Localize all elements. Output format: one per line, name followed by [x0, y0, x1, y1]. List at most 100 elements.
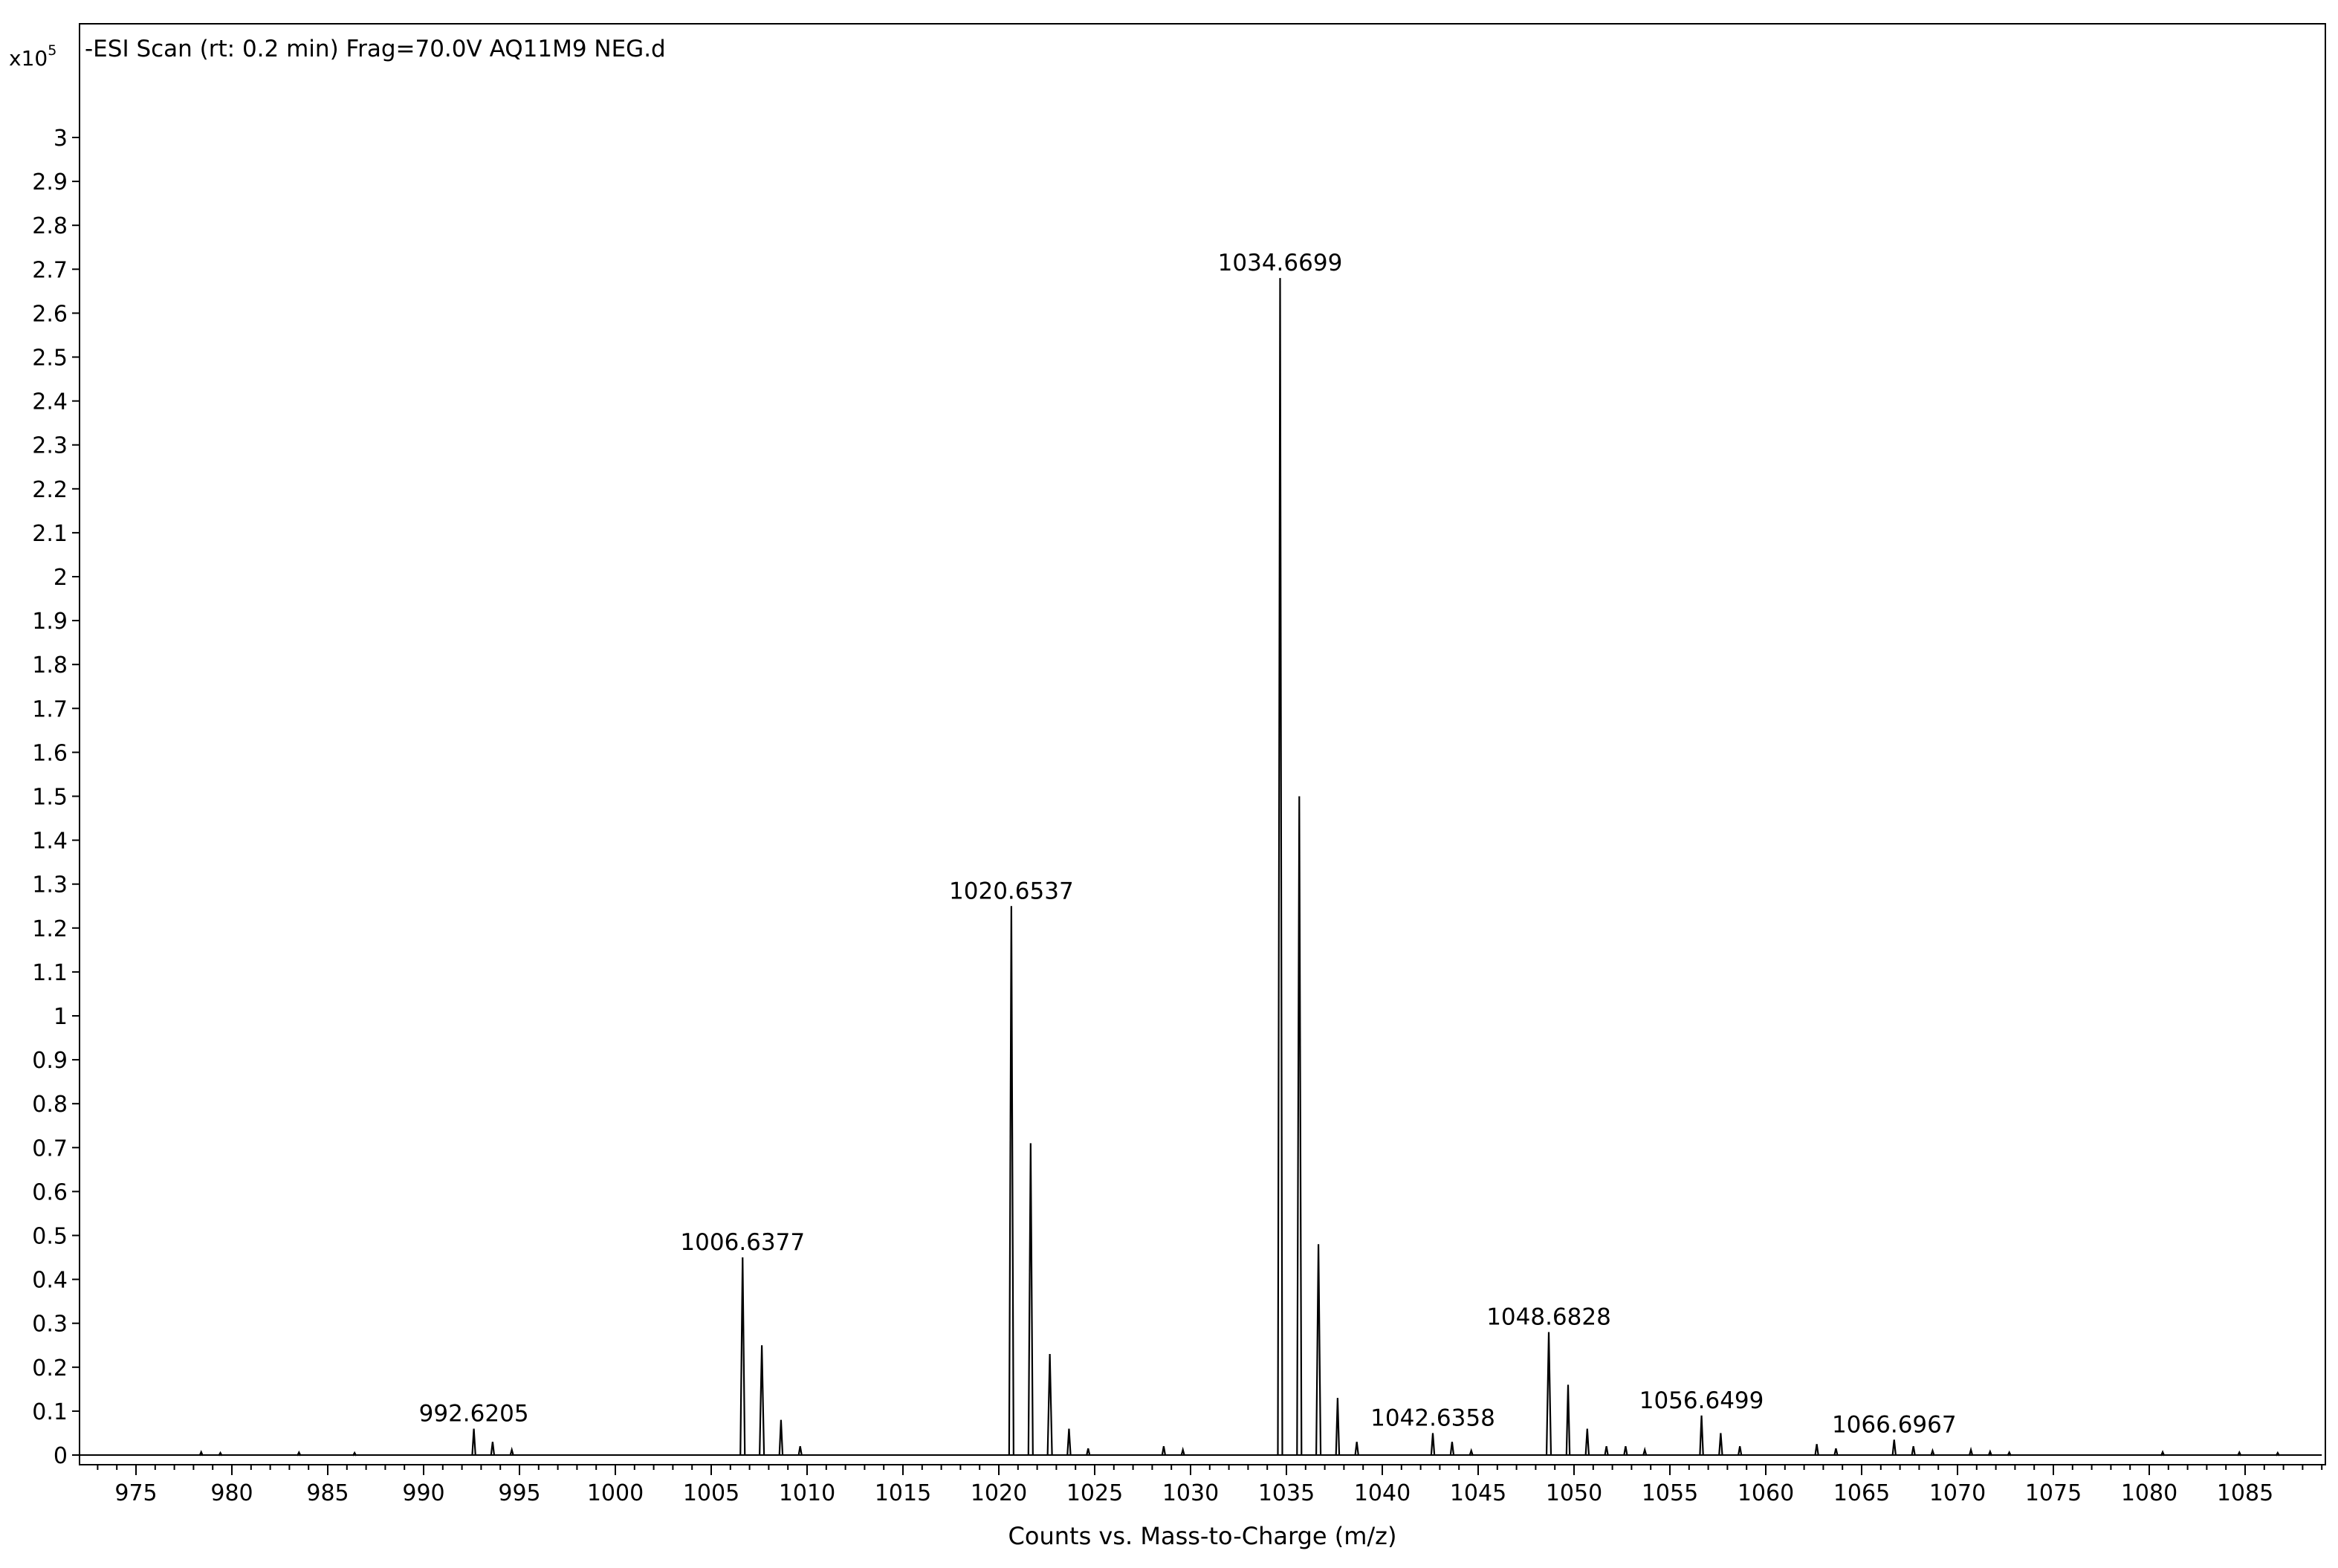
spectrum-peak: [218, 1451, 223, 1457]
peak-label: 1034.6699: [1218, 250, 1343, 276]
x-tick-label: 1060: [1738, 1480, 1794, 1506]
spectrum-peak: [509, 1446, 514, 1457]
spectrum-peak: [1545, 1332, 1552, 1457]
spectrum-peak: [1066, 1428, 1072, 1457]
y-tick-label: 0.9: [32, 1048, 68, 1074]
spectrum-peak: [778, 1419, 784, 1457]
y-tick-label: 1.5: [32, 785, 68, 811]
x-tick-label: 1040: [1354, 1480, 1411, 1506]
y-tick-label: 0.4: [32, 1268, 68, 1294]
x-tick-label: 1055: [1642, 1480, 1698, 1506]
plot-area: 992.6205 1006.6377 1020.6537 1034.6699 1042.…: [80, 250, 2322, 1457]
x-tick-label: 1080: [2121, 1480, 2177, 1506]
spectrum-peak: [1911, 1445, 1916, 1457]
x-axis: 975 980 985 990 995 1000 1005 1010 1015 1020 1025 1…: [97, 1465, 2323, 1506]
spectrum-peak: [1623, 1445, 1628, 1457]
spectrum-peak: [1449, 1442, 1455, 1457]
x-tick-label: 1010: [779, 1480, 835, 1506]
x-tick-label: 995: [498, 1480, 540, 1506]
plot-frame: [79, 23, 2326, 1465]
y-tick-label: 2.6: [32, 301, 68, 327]
peak-labels: 992.6205 1006.6377 1020.6537 1034.6699 1042.…: [419, 250, 1957, 1438]
y-tick-label: 0.5: [32, 1224, 68, 1250]
y-tick-label: 0: [54, 1443, 68, 1469]
spectrum-peak: [2237, 1450, 2242, 1457]
y-tick-label: 0.1: [32, 1399, 68, 1425]
peak-label: 1048.6828: [1486, 1304, 1611, 1331]
spectrum-peak: [1027, 1143, 1034, 1457]
x-tick-label: 1030: [1162, 1480, 1219, 1506]
spectrum-peak: [2275, 1451, 2281, 1457]
y-tick-label: 2.2: [32, 477, 68, 503]
spectrum-peak: [739, 1257, 746, 1457]
x-tick-label: 990: [402, 1480, 444, 1506]
y-tick-label: 1.2: [32, 916, 68, 942]
y-tick-label: 2.9: [32, 169, 68, 195]
x-tick-label: 1000: [587, 1480, 644, 1506]
spectrum-peak: [2007, 1450, 2012, 1457]
spectrum-peak: [1430, 1433, 1436, 1457]
peak-label: 1020.6537: [949, 878, 1074, 904]
x-tick-label: 1045: [1450, 1480, 1506, 1506]
spectrum-peak: [1315, 1244, 1322, 1457]
y-tick-label: 0.3: [32, 1312, 68, 1338]
spectrum-peak: [1737, 1445, 1743, 1457]
y-tick-label: 3: [54, 126, 68, 152]
spectrum-peak: [1354, 1442, 1359, 1457]
spectrum-peak: [1604, 1445, 1609, 1457]
y-tick-label: 0.2: [32, 1355, 68, 1381]
x-tick-label: 985: [306, 1480, 349, 1506]
y-axis: 0 0.1 0.2 0.3 0.4 0.5 0.6 0.7 0.8 0.9 1 1.1 1.2 1.3 1.…: [32, 126, 80, 1469]
y-tick-label: 1.7: [32, 696, 68, 722]
y-tick-label: 0.6: [32, 1179, 68, 1205]
spectrum-peak: [759, 1345, 765, 1457]
spectrum-peak: [1833, 1448, 1839, 1457]
x-tick-label: 980: [210, 1480, 253, 1506]
y-tick-label: 2.5: [32, 346, 68, 372]
spectrum-peak: [1968, 1446, 1974, 1457]
spectrum-peak: [490, 1442, 496, 1457]
x-tick-label: 1050: [1546, 1480, 1602, 1506]
spectrum-peak: [1930, 1448, 1935, 1457]
x-tick-label: 975: [114, 1480, 157, 1506]
x-tick-label: 1005: [683, 1480, 739, 1506]
spectrum-peak: [352, 1451, 357, 1457]
spectrum-peak: [1987, 1449, 1993, 1457]
spectrum-peaks: [198, 278, 2281, 1457]
y-tick-label: 2.7: [32, 257, 68, 283]
y-scale-factor: x105: [9, 42, 56, 71]
spectrum-peak: [1046, 1354, 1053, 1457]
spectrum-peak: [1814, 1444, 1819, 1457]
y-tick-label: 2: [54, 565, 68, 591]
y-tick-label: 1: [54, 1004, 68, 1030]
y-tick-label: 2.8: [32, 213, 68, 239]
spectrum-peak: [1335, 1398, 1341, 1457]
x-tick-label: 1035: [1258, 1480, 1315, 1506]
spectrum-peak: [1296, 796, 1303, 1457]
spectrum-peak: [1008, 906, 1014, 1457]
spectrum-peak: [1180, 1446, 1185, 1457]
peak-label: 1066.6967: [1832, 1411, 1957, 1438]
x-tick-label: 1070: [1929, 1480, 1986, 1506]
x-tick-label: 1025: [1066, 1480, 1123, 1506]
peak-label: 1056.6499: [1639, 1387, 1764, 1414]
spectrum-peak: [1891, 1439, 1897, 1457]
peak-label: 1042.6358: [1370, 1405, 1495, 1431]
spectrum-peak: [1468, 1448, 1474, 1457]
spectrum-peak: [2160, 1450, 2166, 1457]
spectrum-peak: [297, 1450, 302, 1457]
spectrum-peak: [1161, 1445, 1167, 1457]
x-axis-title: Counts vs. Mass-to-Charge (m/z): [1008, 1522, 1397, 1550]
spectrum-peak: [1584, 1428, 1590, 1457]
spectrum-peak: [198, 1450, 204, 1457]
spectrum-peak: [1718, 1433, 1723, 1457]
peak-label: 992.6205: [419, 1401, 529, 1428]
spectrum-peak: [1699, 1415, 1704, 1457]
spectrum-peak: [1565, 1384, 1571, 1457]
spectrum-peak: [797, 1445, 803, 1457]
spectrum-peak: [1277, 278, 1283, 1457]
y-tick-label: 1.8: [32, 652, 68, 678]
y-tick-label: 1.4: [32, 829, 68, 855]
y-tick-label: 2.1: [32, 521, 68, 547]
